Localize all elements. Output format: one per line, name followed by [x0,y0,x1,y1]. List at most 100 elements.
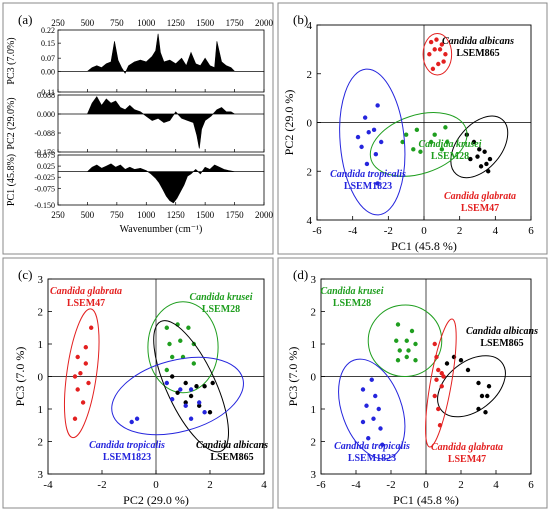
data-point [376,406,381,412]
x-axis-label: PC1 (45.8 %) [393,493,459,507]
data-point [476,380,481,386]
panel-a-label: (a) [18,12,32,27]
data-point [197,400,202,405]
data-point [444,361,450,366]
y-axis-label: PC3 (7.0 %) [286,347,300,407]
confidence-ellipse [111,356,244,436]
data-point [430,66,436,72]
data-point [397,348,402,353]
data-point [439,384,444,389]
x-tick-label: 6 [528,479,534,491]
y-tick-label: 3 [38,274,44,286]
data-point [379,139,384,145]
y-tick-label: 0.088 [37,91,55,100]
data-point [202,384,207,389]
data-point [414,127,420,133]
series-name: Candida glabrata [431,442,503,453]
x-tick-label: -2 [384,225,393,237]
top-x-tick-label: 1500 [196,18,215,28]
panel-d-label: (d) [293,267,308,282]
y-tick-label: 1 [311,404,317,416]
x-tick-label: 2 [457,225,463,237]
y-axis-label: PC3 (7.0 %) [13,347,27,407]
panel-b-frame [277,2,548,255]
data-point [72,416,78,421]
y-tick-label: -0.11 [39,88,55,97]
series-code: LSEM47 [461,203,499,214]
confidence-ellipse [437,355,506,418]
data-point [183,400,188,405]
data-point [175,390,180,395]
data-point [486,169,491,174]
y-axis-label: PC2 (29.0 %) [282,90,296,156]
y-tick-label: 2 [311,307,317,319]
series-name: Candida albicans [442,36,514,47]
bottom-x-tick-label: 250 [51,210,65,220]
panel-a-xlabel: Wavenumber (cm⁻¹) [120,224,203,235]
data-point [75,354,80,360]
y-tick-label: 2 [38,307,44,319]
x-tick-label: 6 [528,225,534,237]
data-point [355,134,361,140]
panel-a-frame [2,2,274,255]
data-point [366,436,371,441]
confidence-ellipse [153,320,229,453]
data-point [436,406,441,412]
data-point [441,374,446,379]
data-point [404,354,409,360]
data-point [437,423,443,428]
data-point [360,387,366,392]
data-point [197,403,202,408]
data-point [129,419,134,425]
bottom-x-tick-label: 1750 [226,210,245,220]
x-tick-label: 2 [207,479,213,491]
data-point [375,103,380,108]
data-point [465,367,471,373]
data-point [436,367,441,373]
data-point [468,156,473,162]
data-point [86,380,91,386]
data-point [394,338,399,343]
top-x-tick-label: 500 [81,18,95,28]
x-tick-label: -2 [386,479,395,491]
data-point [170,354,175,360]
bottom-x-tick-label: 750 [110,210,124,220]
panel-b: (b) -6 -4 -2 0 2 4 6 4 2 0 2 4 PC1 (45.8 %) PC2 (29.0 … [277,2,548,255]
series-code: LSEM1823 [348,453,396,464]
x-tick-label: -4 [348,225,358,237]
series-name: Candida glabrata [50,286,122,297]
data-point [486,384,492,389]
confidence-ellipse [147,301,219,394]
data-point [434,37,439,42]
data-point [202,410,207,415]
data-point [427,52,432,57]
bottom-x-tick-label: 500 [81,210,95,220]
series-code: LSEM28 [202,304,240,315]
y-tick-label: 0.00 [41,67,55,76]
data-point [439,42,445,47]
data-point [478,164,484,169]
panel-c: (c) -4 -2 0 2 4 3 2 1 0 1 2 3 PC2 (29.0 %) PC3 (7.0 %)… [2,257,274,509]
y-tick-label: 0.22 [41,26,55,35]
y-tick-label: 0.15 [41,39,55,48]
data-point [444,139,450,145]
x-tick-label: 0 [423,479,429,491]
data-point [83,361,89,366]
y-tick-label: 1 [38,339,44,351]
data-point [403,132,409,137]
data-point [411,147,416,152]
x-tick-label: 0 [153,479,159,491]
data-point [78,371,83,376]
x-tick-label: 0 [421,225,427,237]
data-point [80,400,86,405]
data-point [170,397,175,402]
data-point [364,403,369,408]
data-point [395,322,401,327]
y-tick-label: 1 [311,339,317,351]
data-point [418,149,423,154]
y-tick-label: 0 [307,118,313,130]
data-point [441,59,446,64]
data-point [207,410,213,415]
x-tick-label: 4 [261,479,267,491]
loading-spectrum [57,33,265,74]
